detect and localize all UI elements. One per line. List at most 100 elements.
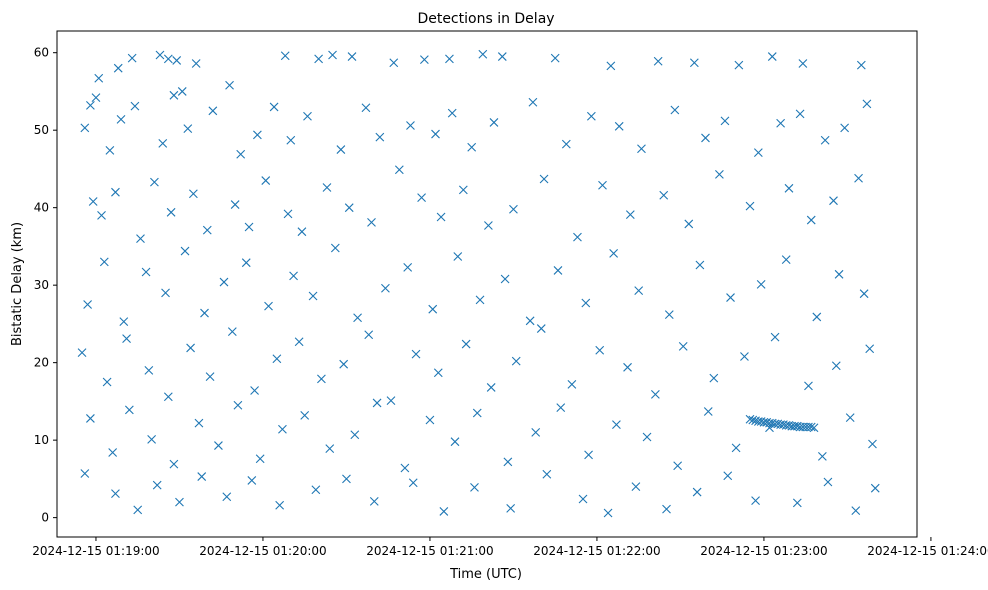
data-point (252, 130, 262, 140)
data-point (840, 123, 850, 133)
data-point (394, 165, 404, 175)
data-point (372, 398, 382, 408)
data-point (264, 301, 273, 311)
data-point (202, 225, 212, 235)
data-point (183, 124, 193, 134)
data-point (475, 295, 485, 305)
data-point (227, 327, 237, 337)
data-point (584, 450, 593, 460)
data-point (581, 298, 591, 308)
data-point (542, 469, 552, 479)
data-point (662, 504, 671, 514)
data-point (94, 73, 104, 83)
data-point (328, 50, 337, 60)
data-point (486, 383, 496, 392)
data-point (136, 234, 145, 244)
data-point (417, 193, 426, 202)
data-point (784, 183, 794, 193)
data-point (664, 310, 674, 319)
data-point (111, 187, 120, 197)
data-point (550, 53, 560, 63)
y-tick-label-1: 10 (34, 433, 49, 447)
x-axis-label: Time (UTC) (449, 567, 522, 582)
data-point (497, 52, 507, 61)
data-point (692, 487, 702, 497)
data-point (150, 177, 159, 187)
data-point (614, 121, 624, 131)
data-point (726, 293, 735, 302)
data-point (776, 118, 786, 128)
data-point (102, 377, 112, 387)
data-point (214, 441, 223, 450)
data-point (561, 139, 571, 149)
data-point (314, 54, 324, 64)
data-point (447, 108, 457, 118)
data-point (845, 413, 855, 423)
data-point (403, 262, 413, 272)
x-tick-label-3: 2024-12-15 01:22:00 (533, 544, 660, 558)
data-point (431, 129, 440, 139)
data-point (233, 400, 243, 410)
data-point (124, 405, 134, 415)
data-point (111, 489, 120, 498)
data-points (77, 49, 880, 518)
data-point (500, 274, 510, 284)
data-point (375, 132, 385, 142)
data-point (428, 304, 438, 314)
data-point (80, 123, 90, 133)
data-point (536, 324, 546, 333)
data-point (467, 142, 477, 152)
data-point (161, 288, 170, 298)
data-point (586, 111, 596, 121)
data-point (634, 286, 644, 295)
data-point (525, 316, 535, 326)
data-point (458, 185, 468, 195)
data-point (303, 111, 312, 121)
data-point (798, 59, 808, 68)
data-point (325, 444, 335, 454)
data-point (612, 420, 621, 430)
data-point (163, 54, 173, 64)
chart-title: Detections in Delay (417, 11, 554, 27)
data-point (236, 149, 246, 159)
data-point (406, 121, 415, 130)
data-point (659, 190, 669, 200)
data-point (817, 452, 827, 461)
data-point (439, 507, 449, 516)
data-point (792, 498, 802, 508)
data-point (342, 474, 351, 484)
data-point (88, 197, 98, 206)
data-point (278, 424, 287, 434)
data-point (261, 176, 271, 185)
data-point (389, 58, 399, 68)
data-point (222, 492, 232, 502)
data-point (450, 437, 460, 447)
data-point (795, 109, 805, 119)
data-point (194, 418, 204, 428)
data-point (433, 368, 443, 378)
data-point (127, 53, 137, 63)
data-point (166, 207, 176, 217)
data-point (539, 174, 549, 184)
data-point (804, 381, 813, 391)
data-point (119, 317, 129, 326)
data-point (297, 227, 307, 237)
data-point (670, 105, 680, 115)
data-point (180, 246, 190, 256)
x-tick-label-1: 2024-12-15 01:20:00 (199, 544, 326, 558)
data-point (83, 300, 93, 309)
data-point (400, 463, 410, 473)
data-point (86, 101, 95, 110)
y-tick-label-4: 40 (34, 201, 49, 215)
data-point (369, 496, 379, 506)
data-point (829, 196, 838, 206)
data-point (445, 54, 454, 64)
data-point (606, 61, 616, 71)
data-point (133, 505, 143, 515)
x-axis: 2024-12-15 01:19:00 2024-12-15 01:20:00 20… (32, 537, 988, 558)
data-point (244, 222, 254, 232)
data-point (642, 432, 652, 442)
data-point (99, 257, 109, 267)
data-point (478, 49, 488, 59)
